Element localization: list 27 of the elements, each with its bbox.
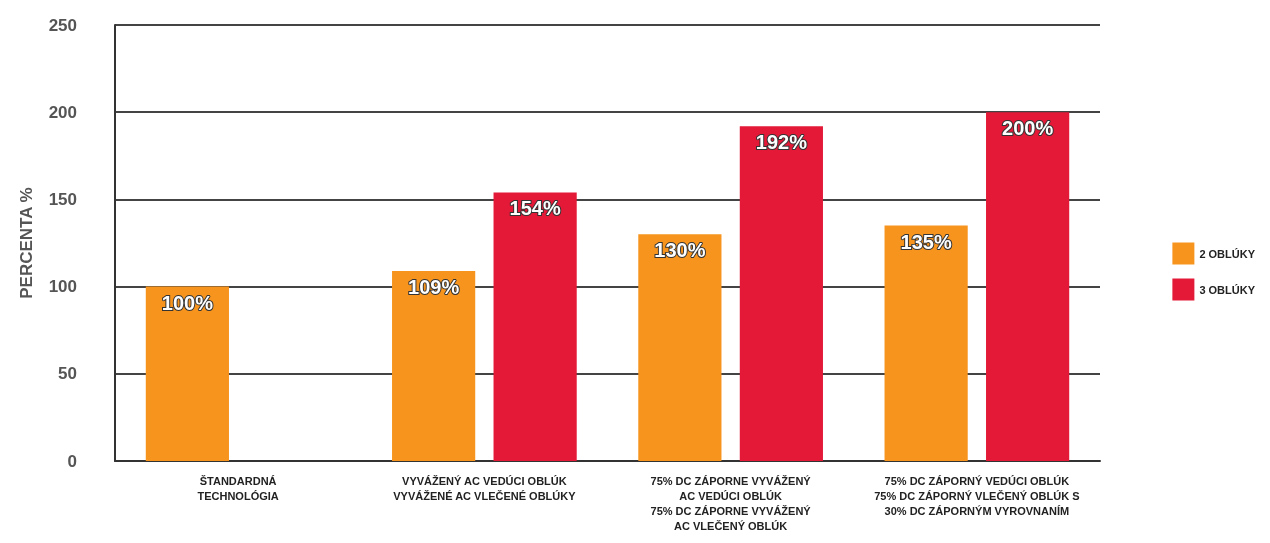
bar	[638, 234, 722, 461]
y-axis-title: PERCENTA %	[17, 187, 36, 299]
legend-label: 3 OBLÚKY	[1199, 283, 1256, 296]
data-label: 200%	[1002, 117, 1054, 140]
bar	[145, 286, 229, 461]
x-tick-label: 75% DC ZÁPORNE VYVÁŽENÝ AC VEDÚCI OBLÚK 75% DC ZÁPORNE VYVÁŽENÝ AC VLEČENÝ OBLÚK	[650, 474, 812, 532]
data-label: 109%	[408, 275, 460, 298]
x-tick-label: ŠTANDARDNÁ TECHNOLÓGIA	[197, 474, 279, 502]
bar	[884, 225, 968, 461]
y-tick-label: 200	[48, 102, 77, 122]
y-tick-label: 100	[48, 277, 77, 297]
y-tick-label: 0	[67, 451, 77, 471]
x-tick-label: 75% DC ZÁPORNÝ VEDÚCI OBLÚK 75% DC ZÁPORNÝ VLEČENÝ OBLÚK S 30% DC ZÁPORNÝM VYROVNANÍM	[874, 474, 1080, 517]
y-tick-label: 250	[48, 15, 77, 35]
data-label: 100%	[161, 291, 214, 314]
data-label: 130%	[654, 239, 706, 262]
data-label: 192%	[755, 131, 808, 154]
bar	[986, 112, 1070, 461]
bar	[392, 270, 476, 461]
x-tick-label: VYVÁŽENÝ AC VEDÚCI OBLÚK VYVÁŽENÉ AC VLEČENÉ OBLÚKY	[393, 474, 577, 502]
data-label: 135%	[900, 230, 952, 253]
bar	[493, 192, 577, 461]
data-label: 154%	[509, 197, 561, 220]
y-tick-label: 150	[48, 189, 77, 209]
legend-label: 2 OBLÚKY	[1199, 247, 1256, 260]
bar	[739, 126, 823, 461]
y-tick-label: 50	[58, 364, 77, 384]
